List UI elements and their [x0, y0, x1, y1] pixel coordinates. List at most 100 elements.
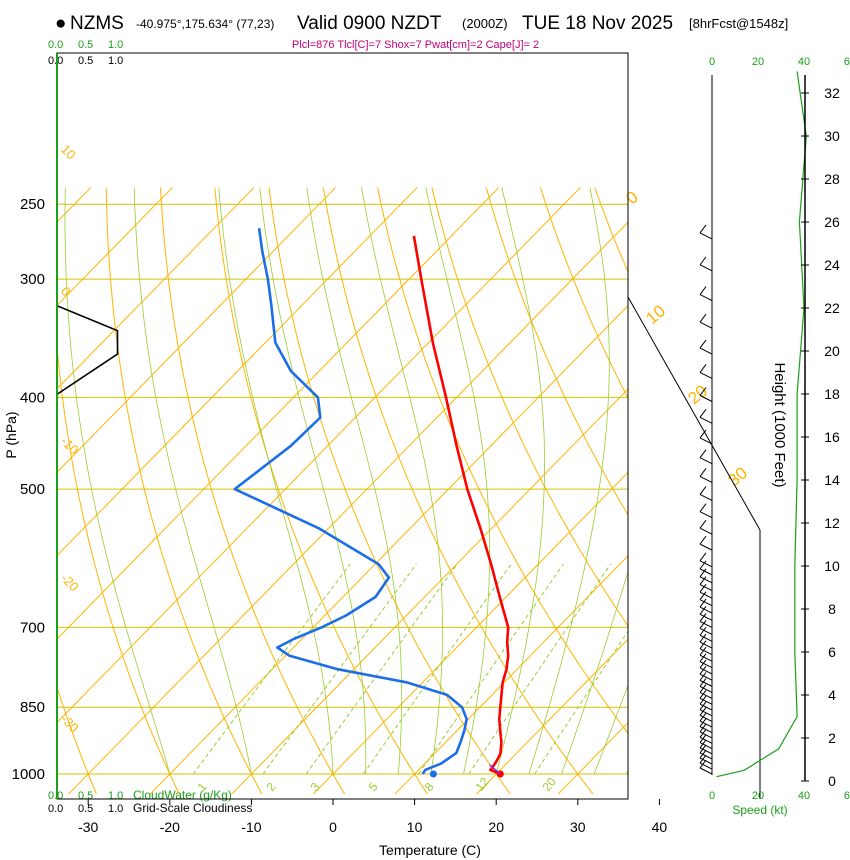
scale-label: 0.0 [48, 55, 63, 67]
scale-label: 0.5 [78, 39, 93, 51]
wind-barb-flag [699, 646, 707, 656]
wind-barb [699, 232, 713, 240]
theta-label: 30 [724, 463, 751, 490]
wind-barb-flag [699, 503, 707, 512]
wind-barb [699, 527, 713, 535]
dry-adiabat [322, 187, 594, 795]
moist-adiabat [306, 187, 403, 775]
scale-label: 0.0 [48, 803, 63, 815]
sounding-profiles [233, 228, 510, 778]
y-axis-label: P (hPa) [3, 411, 19, 458]
moist-adiabat [64, 187, 171, 775]
mixing-ratio-line [362, 563, 512, 775]
wind-barb [699, 613, 713, 621]
wind-barb [699, 752, 713, 760]
wind-barb [699, 731, 713, 739]
isotherm [721, 187, 850, 794]
height-axis-label: Height (1000 Feet) [771, 362, 788, 487]
isotherm [57, 187, 500, 640]
station-id: NZMS [70, 13, 124, 34]
moist-adiabat [495, 187, 546, 775]
wind-barb [699, 648, 713, 656]
wind-barb [699, 457, 713, 465]
plot-frame [56, 52, 761, 800]
moist-adiabat [361, 187, 443, 775]
cloudwater-label: CloudWater (g/Kg) [133, 788, 232, 802]
wind-barb [699, 641, 713, 649]
dewpoint-line [233, 228, 468, 775]
wind-barb-flag [699, 408, 707, 418]
x-tick-label: 40 [652, 819, 668, 835]
wind-barb [699, 543, 713, 551]
mixing-ratio-line [534, 630, 628, 775]
wind-barb-flag [699, 591, 707, 601]
moist-adiabat [528, 187, 610, 775]
wind-barb [699, 372, 713, 379]
speed-tick-label-bottom: 40 [798, 790, 810, 802]
wind-barb [699, 576, 713, 584]
valid-date: TUE 18 Nov 2025 [522, 13, 673, 34]
wind-barb-flag [699, 653, 707, 662]
wind-barb-flag [699, 583, 707, 593]
speed-tick-label-bottom: 0 [709, 790, 715, 802]
speed-tick-label-top: 60 [844, 56, 850, 68]
height-tick-label: 28 [824, 171, 840, 187]
height-tick-label: 24 [824, 257, 840, 273]
isotherm [313, 471, 628, 795]
isotherm [557, 721, 628, 795]
moist-adiabat [218, 187, 334, 775]
x-tick-label: 30 [570, 819, 586, 835]
wind-barb [699, 294, 713, 301]
wind-barb-flag [699, 672, 707, 681]
mixing-ratio-line [418, 563, 564, 775]
dry-adiabat [214, 187, 428, 795]
wind-barb-flag [699, 519, 707, 529]
height-tick-label: 4 [828, 687, 836, 703]
speed-tick-label-top: 0 [709, 56, 715, 68]
scale-label: 0.0 [48, 39, 63, 51]
wind-barb-flag [699, 665, 707, 675]
wind-barb [699, 691, 713, 699]
wind-barb-flag [699, 605, 707, 615]
forecast-info: [8hrFcst@1548z] [689, 16, 788, 31]
scale-label: 1.0 [108, 790, 123, 802]
height-tick-label: 22 [824, 300, 840, 316]
wind-barb-flag [699, 620, 707, 629]
isobars [57, 203, 628, 775]
wind-barb-flag [699, 626, 707, 636]
wind-barb-flag [699, 659, 707, 669]
isotherms [57, 187, 850, 795]
dry-adiabat [105, 187, 263, 795]
wind-barb [699, 747, 713, 755]
wind-barb-flag [699, 640, 707, 649]
isotherm [57, 187, 173, 307]
bottom-cloud-scale: 0.0 0.5 1.0 0.0 0.5 1.0 [48, 790, 123, 815]
dry-adiabat [485, 187, 628, 516]
wind-barb-flag [699, 429, 707, 439]
wind-barb-flag [699, 449, 707, 458]
wind-barb-flag [699, 286, 707, 295]
dry-adiabat [160, 187, 346, 795]
pressure-tick-label: 500 [20, 481, 45, 498]
isotherm [640, 187, 850, 794]
x-tick-label: -20 [160, 819, 180, 835]
wind-barb [699, 321, 713, 329]
height-tick-label: 18 [824, 386, 840, 402]
height-tick-label: 2 [828, 730, 836, 746]
height-tick-label: 8 [828, 601, 836, 617]
scale-label: 1.0 [108, 55, 123, 67]
wind-barb-flag [699, 598, 707, 608]
height-tick-label: 20 [824, 343, 840, 359]
isotherm-label: 10 [58, 142, 79, 163]
height-tick-label: 0 [828, 773, 836, 789]
wind-barb [699, 347, 713, 355]
wind-barb-flag [699, 535, 707, 545]
wind-barb [699, 560, 713, 568]
mixing-ratio-label: 12 [473, 774, 493, 793]
height-tick-label: 16 [824, 429, 840, 445]
moist-adiabat [133, 187, 252, 775]
isotherm [68, 221, 628, 795]
isotherm [57, 187, 336, 473]
wind-barb-flag [699, 560, 707, 570]
wind-barb [699, 437, 713, 445]
